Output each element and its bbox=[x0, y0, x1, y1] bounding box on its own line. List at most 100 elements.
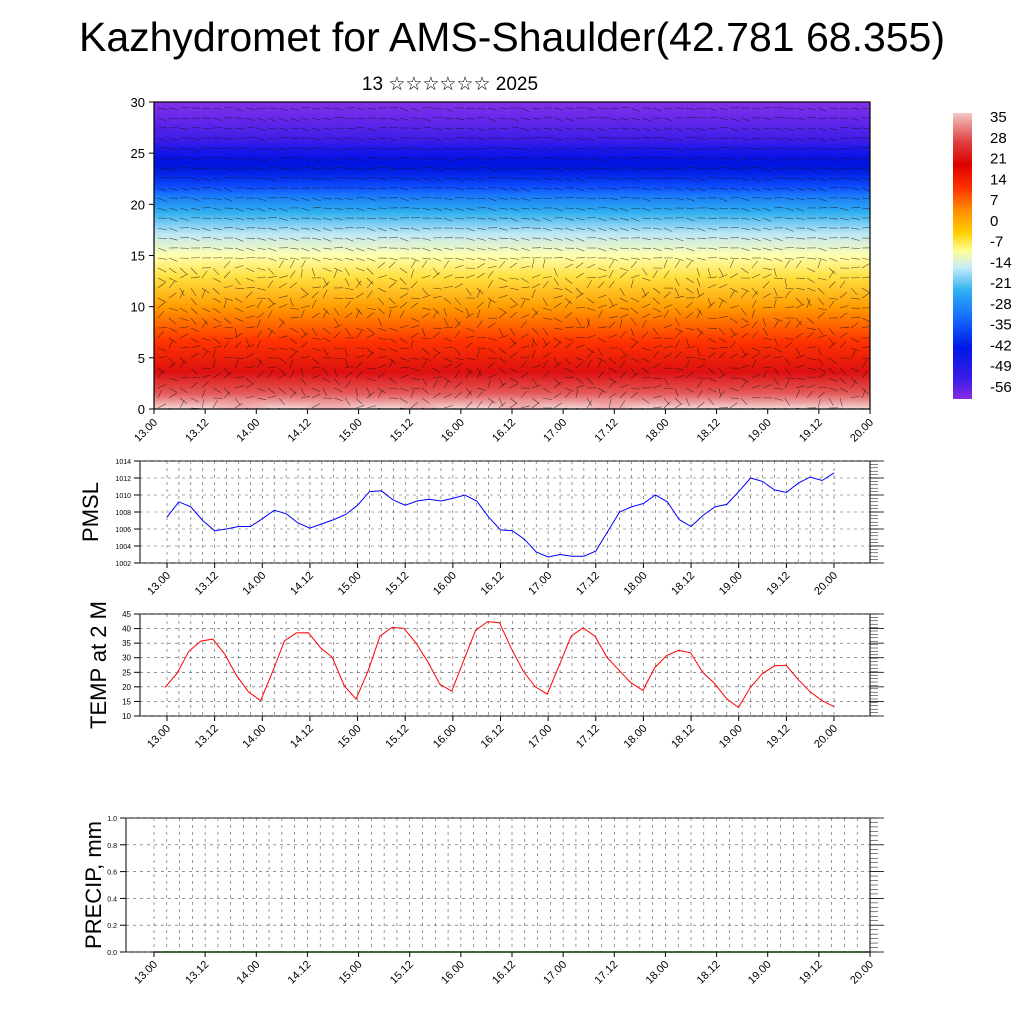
wind-barb-412 bbox=[399, 167, 409, 170]
wind-barb-1548 bbox=[740, 332, 749, 339]
wind-barb-351 bbox=[443, 157, 453, 162]
wind-barb-57 bbox=[784, 107, 794, 110]
wind-barb-85 bbox=[377, 117, 388, 120]
wind-barb-1481 bbox=[718, 327, 725, 336]
wind-barb-1598 bbox=[575, 344, 585, 349]
wind-barb-297 bbox=[564, 147, 574, 152]
wind-barb-878 bbox=[520, 237, 530, 241]
wind-barb-910 bbox=[157, 247, 167, 252]
wind-barb-1142 bbox=[564, 277, 573, 284]
wind-barb-704 bbox=[751, 207, 761, 211]
wind-barb-156 bbox=[443, 127, 453, 130]
wind-barb-34 bbox=[531, 107, 541, 110]
wind-barb-573 bbox=[740, 187, 750, 191]
wind-barb-1136 bbox=[498, 277, 508, 282]
wind-barb-934 bbox=[421, 247, 431, 252]
wind-barb-1382 bbox=[344, 312, 353, 319]
wind-barb-298 bbox=[575, 147, 585, 150]
wind-barb-893 bbox=[685, 237, 695, 240]
wind-barb-1095 bbox=[762, 267, 772, 271]
wind-barb-1230 bbox=[817, 287, 825, 295]
wind-barb-1289 bbox=[751, 290, 758, 299]
wind-barb-1284 bbox=[696, 292, 705, 299]
wind-barb-583 bbox=[850, 187, 860, 191]
wind-barb-1249 bbox=[311, 291, 319, 299]
wind-barb-1288 bbox=[740, 291, 748, 299]
wind-barb-1264 bbox=[476, 289, 481, 299]
wind-barb-1839 bbox=[366, 387, 371, 397]
wind-barb-1631 bbox=[223, 357, 234, 359]
wind-barb-454 bbox=[861, 167, 870, 171]
wind-barb-1888 bbox=[190, 397, 200, 403]
wind-barb-1938 bbox=[740, 397, 748, 405]
temp-ytick-label-5: 20 bbox=[122, 683, 131, 692]
wind-barb-1229 bbox=[806, 287, 816, 292]
wind-barb-1097 bbox=[784, 260, 790, 269]
wind-barb-139 bbox=[256, 127, 266, 131]
wind-barb-738 bbox=[410, 216, 421, 219]
wind-barb-61 bbox=[828, 107, 839, 109]
wind-barb-1224 bbox=[751, 287, 759, 295]
wind-barb-967 bbox=[784, 247, 795, 249]
wind-barb-753 bbox=[575, 217, 585, 221]
wind-barb-390 bbox=[157, 167, 167, 170]
wind-barb-219 bbox=[421, 137, 431, 140]
wind-barb-615 bbox=[487, 197, 497, 202]
wind-barb-705 bbox=[762, 207, 772, 212]
wind-barb-970 bbox=[817, 247, 827, 252]
wind-barb-255 bbox=[817, 137, 827, 142]
wind-barb-1898 bbox=[300, 396, 310, 399]
wind-barb-1642 bbox=[344, 357, 348, 367]
temp-xtick-label-2: 14.00 bbox=[240, 723, 268, 751]
wind-barb-1307 bbox=[234, 307, 244, 313]
temp-ytick-label-3: 30 bbox=[122, 654, 131, 663]
wind-barb-1373 bbox=[245, 315, 255, 319]
wind-barb-1461 bbox=[498, 327, 504, 337]
wind-barb-577 bbox=[784, 187, 794, 192]
wind-barb-204 bbox=[256, 137, 266, 142]
wind-barb-42 bbox=[619, 107, 630, 109]
wind-barb-1638 bbox=[300, 356, 310, 359]
wind-barb-1563 bbox=[190, 345, 200, 349]
wind-barb-1265 bbox=[487, 297, 496, 304]
wind-barb-1855 bbox=[542, 387, 551, 394]
wind-barb-28 bbox=[465, 107, 475, 110]
wind-barb-698 bbox=[685, 207, 695, 210]
wind-barb-901 bbox=[773, 237, 783, 241]
wind-barb-936 bbox=[443, 247, 453, 251]
wind-barb-677 bbox=[454, 207, 464, 211]
wind-barb-1869 bbox=[696, 380, 703, 389]
wind-barb-1586 bbox=[443, 346, 454, 349]
wind-barb-1287 bbox=[729, 290, 735, 299]
wind-barb-769 bbox=[751, 217, 761, 222]
wind-barb-1028 bbox=[740, 257, 750, 260]
wind-barb-138 bbox=[245, 126, 256, 129]
wind-barb-470 bbox=[322, 177, 332, 181]
wind-barb-855 bbox=[267, 237, 277, 242]
wind-barb-203 bbox=[245, 136, 256, 139]
wind-barb-1059 bbox=[366, 267, 374, 275]
wind-barb-1081 bbox=[608, 260, 615, 269]
wind-barb-1604 bbox=[641, 347, 651, 351]
wind-barb-46 bbox=[663, 107, 673, 110]
wind-barb-191 bbox=[828, 127, 838, 131]
wind-barb-425 bbox=[542, 167, 553, 170]
wind-barb-1321 bbox=[388, 306, 398, 309]
wind-barb-797 bbox=[344, 227, 355, 229]
wind-barb-1083 bbox=[630, 260, 638, 269]
wind-barb-1830 bbox=[267, 387, 276, 394]
wind-barb-446 bbox=[773, 167, 783, 171]
temp-xtick-label-14: 20.00 bbox=[812, 723, 840, 751]
wind-barb-1647 bbox=[399, 357, 409, 361]
wind-barb-232 bbox=[564, 137, 574, 140]
wind-barb-1660 bbox=[542, 352, 551, 359]
wind-barb-1317 bbox=[344, 300, 352, 309]
wind-barb-1777 bbox=[399, 374, 409, 379]
wind-barb-293 bbox=[520, 147, 530, 152]
wind-barb-820 bbox=[597, 227, 607, 232]
wind-barb-1330 bbox=[487, 299, 492, 309]
wind-barb-268 bbox=[245, 147, 255, 152]
wind-barb-952 bbox=[619, 247, 630, 250]
wind-barb-1658 bbox=[520, 356, 530, 359]
wind-barb-1831 bbox=[278, 387, 287, 395]
